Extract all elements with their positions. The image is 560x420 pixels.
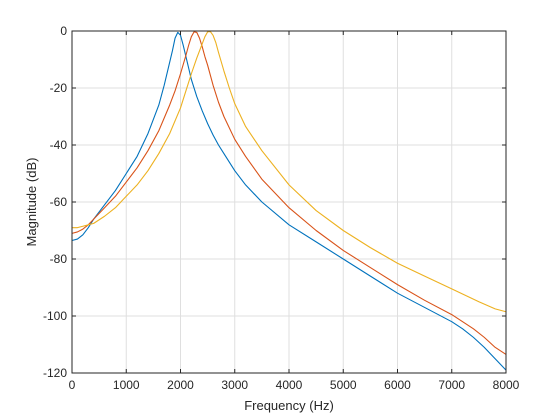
x-tick-label: 8000 bbox=[493, 378, 520, 392]
series-line-3 bbox=[72, 31, 507, 313]
y-tick-label: -40 bbox=[50, 138, 68, 152]
x-tick-label: 6000 bbox=[384, 378, 411, 392]
y-tick-label: -20 bbox=[50, 81, 68, 95]
x-tick-label: 4000 bbox=[276, 378, 303, 392]
x-axis-label: Frequency (Hz) bbox=[244, 398, 334, 413]
x-tick-label: 3000 bbox=[221, 378, 248, 392]
series-line-2 bbox=[71, 31, 507, 355]
y-tick-label: -80 bbox=[50, 252, 68, 266]
x-tick-label: 5000 bbox=[330, 378, 357, 392]
y-tick-label: -120 bbox=[43, 366, 67, 380]
x-tick-label: 7000 bbox=[438, 378, 465, 392]
series-line-1 bbox=[71, 31, 507, 371]
series-lines bbox=[71, 31, 507, 371]
y-axis-label: Magnitude (dB) bbox=[24, 158, 39, 247]
y-tick-label: -100 bbox=[43, 309, 67, 323]
y-tick-label: -60 bbox=[50, 195, 68, 209]
x-tick-label: 1000 bbox=[113, 378, 140, 392]
y-axis-ticks: 0 -20 -40 -60 -80 -100 -120 bbox=[43, 24, 506, 380]
y-tick-label: 0 bbox=[60, 24, 67, 38]
x-tick-label: 2000 bbox=[167, 378, 194, 392]
x-axis-ticks: 0 1000 2000 3000 4000 5000 6000 7000 8000 bbox=[69, 31, 520, 392]
x-tick-label: 0 bbox=[69, 378, 76, 392]
